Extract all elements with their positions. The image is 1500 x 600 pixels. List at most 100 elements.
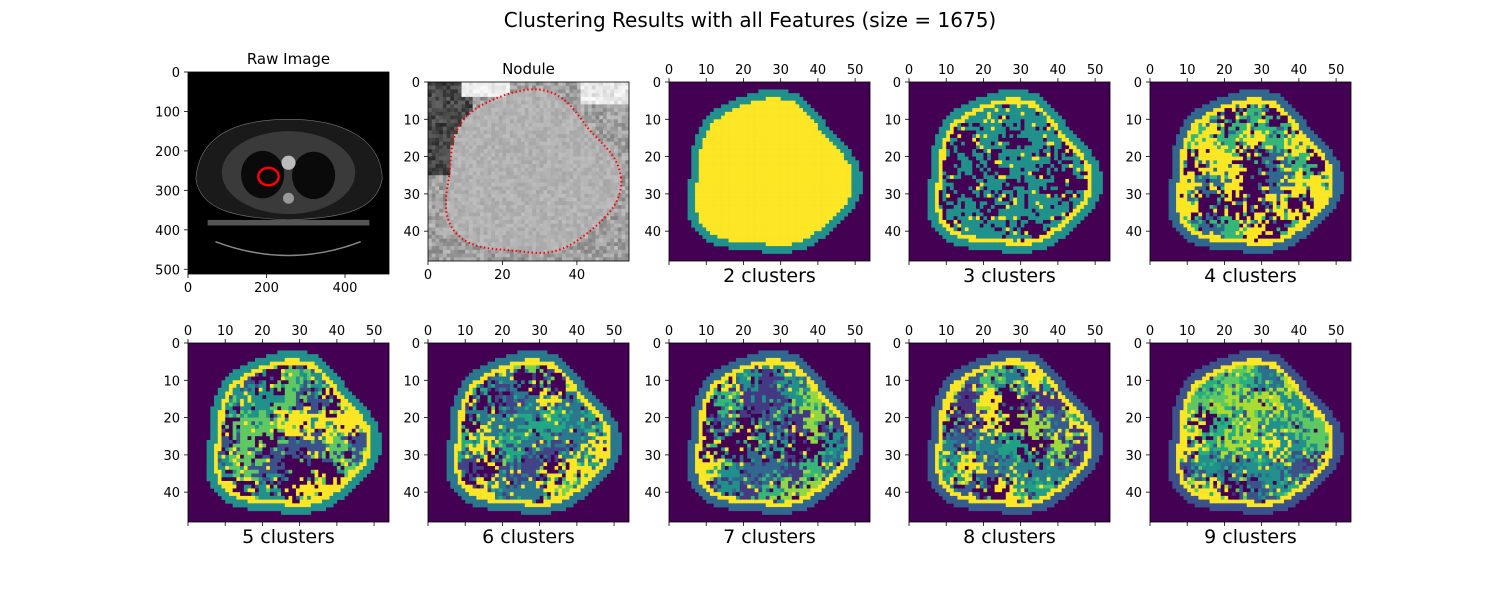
cluster-cell — [691, 167, 696, 172]
nodule-pixel — [602, 234, 607, 239]
nodule-pixel — [480, 197, 485, 202]
cluster-cell — [780, 164, 785, 169]
cluster-cell — [728, 190, 733, 195]
cluster-cell — [695, 164, 700, 169]
cluster-cell — [687, 205, 692, 210]
nodule-pixel — [498, 137, 503, 142]
nodule-pixel — [535, 164, 540, 169]
nodule-pixel — [580, 164, 585, 169]
nodule-pixel — [431, 82, 436, 87]
nodule-pixel — [599, 160, 604, 165]
cluster-cell — [758, 130, 763, 135]
cluster-cell — [762, 93, 767, 98]
nodule-pixel — [539, 89, 544, 94]
cluster-cell — [788, 108, 793, 113]
nodule-pixel — [428, 190, 433, 195]
nodule-pixel — [569, 246, 574, 251]
nodule-pixel — [476, 152, 481, 157]
axes-frame — [668, 81, 871, 262]
cluster-cell — [1031, 123, 1036, 128]
nodule-pixel — [550, 82, 555, 87]
nodule-pixel — [558, 152, 563, 157]
cluster-cell — [762, 186, 767, 191]
cluster-cell — [784, 178, 789, 183]
nodule-pixel — [461, 137, 466, 142]
nodule-pixel — [588, 85, 593, 90]
nodule-pixel — [532, 108, 537, 113]
cluster-cell — [1072, 145, 1077, 150]
nodule-pixel — [431, 100, 436, 105]
nodule-pixel — [439, 193, 444, 198]
nodule-pixel — [450, 156, 455, 161]
nodule-pixel — [513, 253, 518, 258]
nodule-pixel — [457, 82, 462, 87]
cluster-cell — [765, 212, 770, 217]
cluster-cell — [739, 115, 744, 120]
nodule-pixel — [468, 212, 473, 217]
nodule-pixel — [576, 134, 581, 139]
nodule-pixel — [558, 223, 563, 228]
cluster-cell — [810, 197, 815, 202]
cluster-cell — [758, 231, 763, 236]
nodule-pixel — [576, 96, 581, 101]
nodule-pixel — [476, 115, 481, 120]
nodule-pixel — [550, 201, 555, 206]
cluster-cell — [829, 149, 834, 154]
cluster-cell — [721, 219, 726, 225]
nodule-pixel — [595, 227, 600, 232]
nodule-pixel — [480, 130, 485, 135]
cluster-cell — [698, 227, 703, 232]
nodule-pixel — [584, 137, 589, 142]
nodule-pixel — [454, 205, 459, 210]
cluster-cell — [983, 145, 988, 150]
nodule-pixel — [591, 164, 596, 169]
nodule-pixel — [539, 137, 544, 142]
y-tick-label: 200 — [155, 145, 180, 160]
nodule-pixel — [461, 85, 466, 90]
nodule-pixel — [524, 216, 529, 221]
cluster-cell — [754, 205, 759, 210]
nodule-pixel — [457, 126, 462, 131]
cluster-cell — [1087, 160, 1092, 165]
nodule-pixel — [591, 145, 596, 150]
nodule-pixel — [532, 119, 537, 124]
nodule-pixel — [461, 152, 466, 157]
cluster-cell — [843, 164, 848, 169]
nodule-pixel — [606, 249, 611, 254]
nodule-pixel — [606, 178, 611, 183]
nodule-pixel — [625, 208, 630, 213]
nodule-pixel — [602, 93, 607, 98]
nodule-pixel — [588, 115, 593, 120]
nodule-pixel — [543, 249, 548, 254]
nodule-pixel — [509, 197, 514, 202]
cluster-cell — [780, 208, 785, 213]
nodule-pixel — [528, 104, 533, 109]
cluster-cell — [788, 231, 793, 236]
cluster-cell — [799, 212, 804, 217]
nodule-pixel — [625, 257, 630, 262]
nodule-pixel — [513, 190, 518, 195]
cluster-cell — [1024, 160, 1029, 165]
cluster-cell — [795, 115, 800, 120]
nodule-pixel — [472, 149, 477, 154]
nodule-pixel — [543, 160, 548, 165]
nodule-pixel — [550, 193, 555, 198]
nodule-pixel — [428, 249, 433, 254]
cluster-cell — [836, 208, 841, 213]
cluster-cell — [994, 164, 999, 169]
cluster-cell — [994, 160, 999, 165]
nodule-pixel — [487, 249, 492, 254]
nodule-pixel — [513, 93, 518, 98]
cluster-cell — [750, 231, 755, 236]
nodule-pixel — [442, 134, 447, 139]
cluster-cell — [739, 193, 744, 198]
cluster-cell — [961, 152, 966, 157]
nodule-pixel — [495, 257, 500, 262]
nodule-pixel — [487, 205, 492, 210]
nodule-pixel — [532, 167, 537, 172]
cluster-cell — [810, 164, 815, 169]
nodule-pixel — [435, 119, 440, 124]
cluster-cell — [747, 130, 752, 135]
nodule-pixel — [554, 115, 559, 120]
nodule-pixel — [435, 223, 440, 228]
